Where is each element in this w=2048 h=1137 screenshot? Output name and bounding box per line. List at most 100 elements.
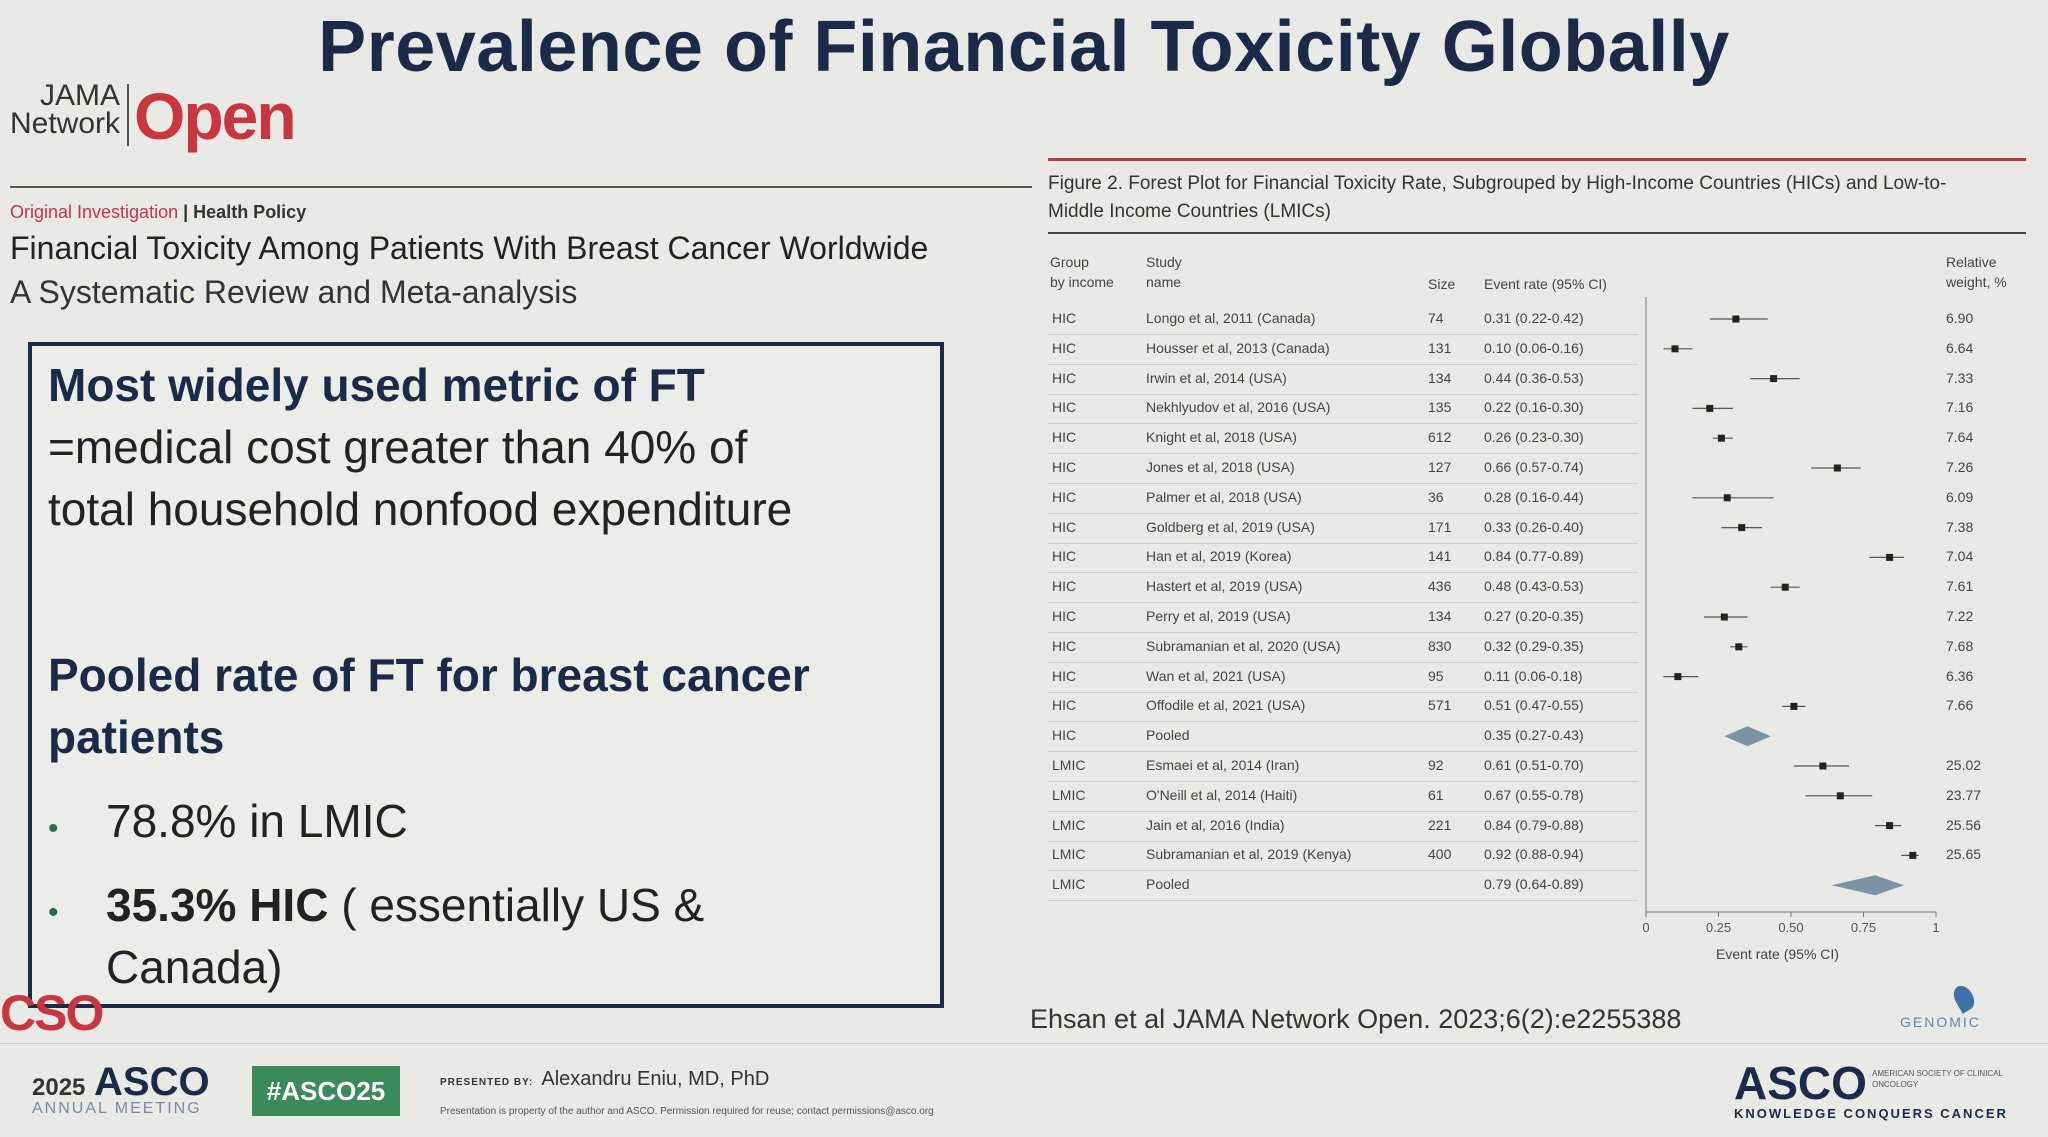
row-ci: 0.10 (0.06-0.16) [1484,339,1584,356]
row-study: Subramanian et al, 2020 (USA) [1146,637,1341,654]
row-group: HIC [1052,339,1077,356]
row-rule [1048,781,1638,782]
row-study: Jain et al, 2016 (India) [1146,816,1285,833]
article-category: Health Policy [193,202,307,222]
article-type: Original Investigation [10,202,179,222]
row-ci: 0.28 (0.16-0.44) [1484,488,1584,505]
row-ci: 0.79 (0.64-0.89) [1484,876,1584,893]
row-group: LMIC [1052,846,1086,863]
x-tick-label: 1 [1932,920,1939,935]
col-header-size: Size [1428,276,1456,292]
point-estimate [1886,822,1894,830]
bullet-marker: • [48,896,59,929]
permission-note: Presentation is property of the author a… [440,1106,934,1117]
row-rule [1048,334,1638,335]
row-size: 134 [1428,608,1452,624]
row-group: HIC [1052,459,1077,475]
row-study: Palmer et al, 2018 (USA) [1146,488,1302,505]
row-study: Pooled [1146,876,1190,893]
article-subtitle: A Systematic Review and Meta-analysis [10,274,578,310]
row-ci: 0.11 (0.06-0.18) [1484,667,1583,684]
row-size: 571 [1428,697,1452,714]
row-rule [1048,423,1638,425]
point-estimate [1836,792,1844,800]
row-weight: 6.64 [1946,339,1974,356]
row-weight: 7.66 [1946,697,1974,714]
point-estimate [1674,673,1682,681]
asco-society-logo: ASCO [1734,1057,1867,1109]
row-ci: 0.84 (0.77-0.89) [1484,548,1584,565]
row-weight: 6.09 [1946,488,1974,505]
row-weight: 7.38 [1946,518,1974,535]
row-size: 127 [1428,459,1452,475]
row-ci: 0.51 (0.47-0.55) [1484,697,1584,714]
row-size: 134 [1428,369,1452,386]
row-group: HIC [1052,429,1077,446]
row-group: LMIC [1052,816,1086,833]
row-rule [1048,572,1638,574]
point-estimate [1819,762,1827,770]
row-rule [1048,453,1638,455]
row-ci: 0.84 (0.79-0.88) [1484,816,1584,833]
col-header-rate: Event rate (95% CI) [1484,276,1607,292]
metric-line-1: =medical cost greater than 40% of [48,421,748,473]
point-estimate [1886,553,1894,561]
col-header-weight: Relative weight, % [1946,254,2007,290]
row-size: 436 [1428,578,1452,595]
row-study: Hastert et al, 2019 (USA) [1146,578,1303,595]
row-weight: 7.61 [1946,578,1974,595]
row-study: Subramanian et al, 2019 (Kenya) [1146,846,1352,863]
row-ci: 0.22 (0.16-0.30) [1484,399,1584,416]
presenter-name: Alexandru Eniu, MD, PhD [541,1068,770,1090]
row-group: LMIC [1052,757,1086,773]
row-study: Goldberg et al, 2019 (USA) [1146,518,1315,535]
row-weight: 7.64 [1946,429,1974,446]
row-weight: 25.56 [1946,816,1982,833]
metric-heading: Most widely used metric of FT [48,359,705,411]
row-size: 92 [1428,757,1444,773]
row-rule [1048,602,1638,604]
article-meta: Original Investigation | Health Policy [10,202,306,223]
row-group: HIC [1052,548,1077,565]
row-group: HIC [1052,637,1077,654]
summary-box: Most widely used metric of FT =medical c… [28,342,944,1008]
meta-separator: | [183,202,189,222]
row-ci: 0.66 (0.57-0.74) [1484,459,1584,475]
bullet-hic-rest: ( essentially US & [328,879,705,931]
presented-prefix: PRESENTED BY: [440,1077,534,1088]
row-ci: 0.32 (0.29-0.35) [1484,637,1584,654]
row-ci: 0.67 (0.55-0.78) [1484,786,1584,803]
pooled-heading-line-2: patients [48,711,225,763]
point-estimate [1706,404,1714,412]
row-weight: 7.16 [1946,399,1974,416]
row-size: 95 [1428,667,1444,684]
point-estimate [1735,643,1743,651]
bullet-hic: 35.3% HIC ( essentially US & [106,878,704,932]
row-rule [1048,542,1638,544]
x-tick-label: 0.50 [1778,920,1803,935]
asco-society-name: AMERICAN SOCIETY OF CLINICAL ONCOLOGY [1872,1069,2003,1089]
row-size: 171 [1428,518,1452,535]
article-title: Financial Toxicity Among Patients With B… [10,230,929,266]
genomic-logo-text: GENOMIC [1900,1014,1981,1030]
row-ci: 0.44 (0.36-0.53) [1484,369,1584,386]
row-rule [1048,393,1638,395]
x-tick-label: 0 [1642,920,1649,935]
row-study: Pooled [1146,727,1190,744]
row-study: Wan et al, 2021 (USA) [1146,667,1286,684]
col-header-study: Study name [1146,254,1182,290]
x-tick-label: 0.75 [1851,920,1876,935]
bullet-marker: • [48,812,59,845]
hashtag-badge: #ASCO25 [252,1066,400,1116]
x-tick-label: 0.25 [1706,920,1731,935]
row-rule [1048,870,1638,872]
row-weight: 7.68 [1946,637,1974,654]
header-rule [10,186,1032,188]
row-group: HIC [1052,697,1077,714]
row-rule [1048,721,1638,723]
point-estimate [1909,851,1917,859]
row-study: Esmaei et al, 2014 (Iran) [1146,757,1300,773]
row-study: Knight et al, 2018 (USA) [1146,429,1297,446]
row-study: Jones et al, 2018 (USA) [1146,459,1295,475]
point-estimate [1790,702,1798,710]
